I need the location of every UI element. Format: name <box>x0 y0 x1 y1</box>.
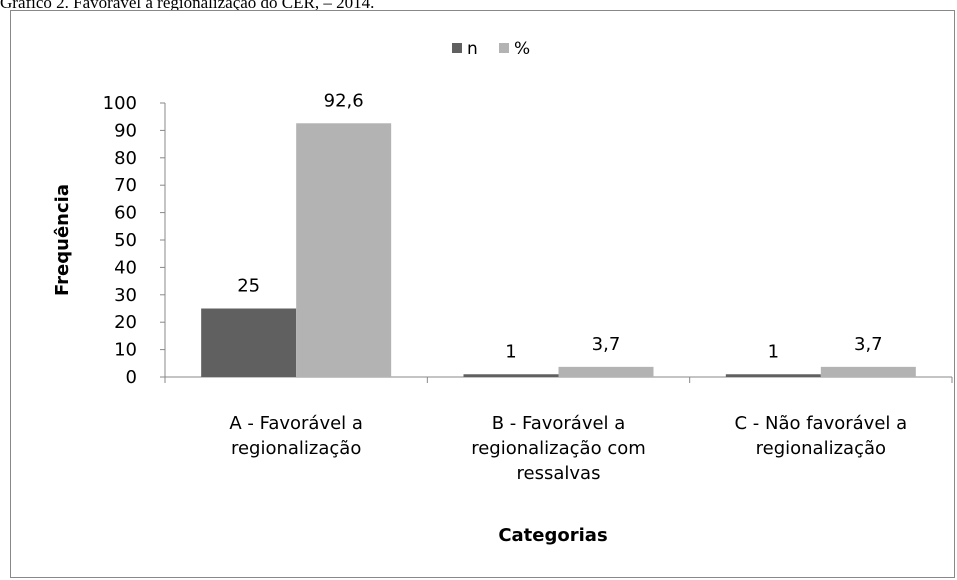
bar-n <box>725 374 821 377</box>
data-label: 3,7 <box>854 334 883 355</box>
figure-caption: Gráfico 2. Favorável a regionalização do… <box>0 0 375 12</box>
x-axis-title: Categorias <box>498 525 607 546</box>
y-tick-label: 50 <box>114 230 137 251</box>
legend-label: n <box>467 39 478 59</box>
bar-percent <box>296 123 392 377</box>
legend-swatch <box>499 43 509 53</box>
data-label: 1 <box>505 341 516 362</box>
bar-n <box>201 308 297 377</box>
bar-n <box>463 374 559 377</box>
legend-swatch <box>452 43 462 53</box>
y-axis-title: Frequência <box>52 184 73 296</box>
data-label: 1 <box>768 341 779 362</box>
y-tick-label: 90 <box>114 120 137 141</box>
y-tick-label: 80 <box>114 148 137 169</box>
y-tick-label: 20 <box>114 312 137 333</box>
category-label: regionalização <box>756 438 886 459</box>
data-label: 92,6 <box>324 90 364 111</box>
data-label: 3,7 <box>592 334 621 355</box>
category-label: regionalização com <box>471 438 646 459</box>
bar-percent <box>820 366 916 377</box>
y-tick-label: 60 <box>114 203 137 224</box>
y-tick-label: 10 <box>114 340 137 361</box>
category-label: regionalização <box>231 438 361 459</box>
category-label: A - Favorável a <box>229 413 363 434</box>
y-tick-label: 40 <box>114 257 137 278</box>
y-tick-label: 30 <box>114 285 137 306</box>
y-tick-label: 0 <box>126 367 137 388</box>
legend-label: % <box>514 39 530 59</box>
y-tick-label: 100 <box>103 93 137 114</box>
category-label: B - Favorável a <box>492 413 626 434</box>
chart-frame <box>10 10 955 578</box>
y-tick-label: 70 <box>114 175 137 196</box>
bar-percent <box>558 366 654 377</box>
category-label: C - Não favorável a <box>734 413 907 434</box>
category-label: ressalvas <box>517 463 601 484</box>
data-label: 25 <box>237 276 260 297</box>
